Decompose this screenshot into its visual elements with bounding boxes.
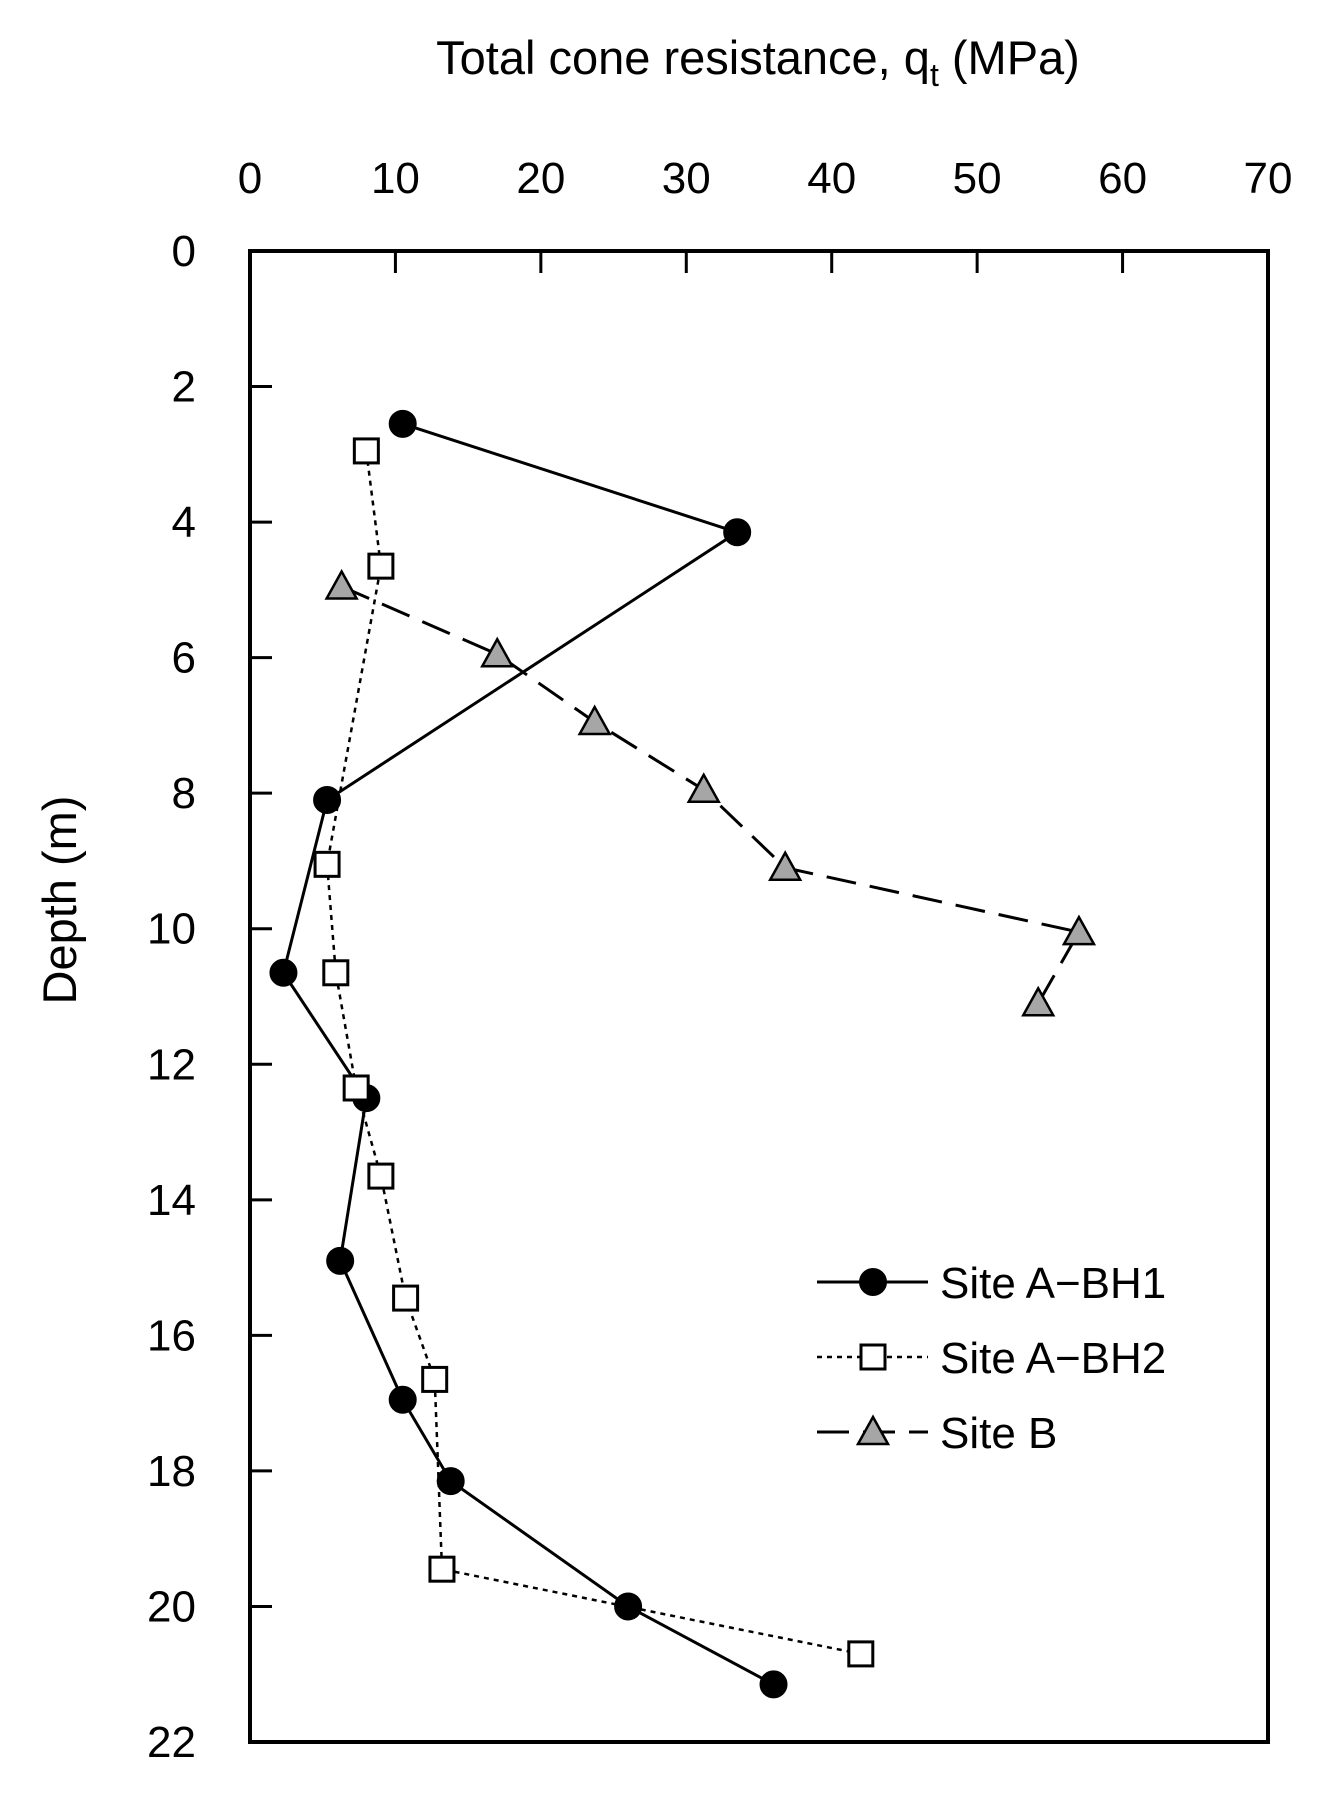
- legend-item-site-a-bh2: Site A−BH2: [817, 1334, 1166, 1383]
- series-site-a-bh2: [313, 437, 875, 1668]
- y-tick-label: 20: [147, 1582, 196, 1631]
- data-point-site-a-bh1: [436, 1467, 465, 1496]
- data-point-site-a-bh1: [388, 409, 417, 438]
- legend-marker: [859, 1343, 887, 1371]
- data-point-site-a-bh1: [326, 1246, 355, 1275]
- series-line-site-a-bh1: [281, 422, 775, 1686]
- data-point-site-a-bh1: [388, 1385, 417, 1414]
- x-axis-ticks: [248, 251, 1270, 273]
- y-axis-tick-labels: 0 2 4 6 8 10 12 14 16 18 20 22: [147, 227, 196, 1767]
- y-tick-label: 10: [147, 905, 196, 954]
- data-point-site-b: [768, 850, 803, 881]
- legend-marker: [855, 1414, 891, 1446]
- y-tick-label: 12: [147, 1040, 196, 1089]
- x-tick-label: 70: [1244, 154, 1293, 203]
- y-tick-label: 0: [172, 227, 196, 276]
- data-point-site-a-bh2: [313, 850, 341, 878]
- data-point-site-b: [1021, 985, 1056, 1017]
- x-axis-title: Total cone resistance, qt (MPa): [436, 31, 1080, 93]
- y-tick-label: 4: [172, 498, 196, 547]
- data-point-site-a-bh1: [614, 1592, 643, 1621]
- y-tick-label: 16: [147, 1311, 196, 1360]
- x-tick-label: 30: [662, 154, 711, 203]
- x-axis-title-subscript: t: [930, 57, 939, 93]
- x-tick-label: 10: [371, 154, 420, 203]
- data-point-site-a-bh2: [342, 1074, 370, 1102]
- x-tick-label: 50: [953, 154, 1002, 203]
- series-site-b: [324, 568, 1097, 1017]
- x-tick-label: 0: [238, 154, 262, 203]
- legend-label: Site A−BH1: [940, 1259, 1166, 1308]
- x-axis-title-unit: (MPa): [939, 31, 1080, 84]
- y-tick-label: 22: [147, 1718, 196, 1767]
- data-point-site-a-bh2: [847, 1640, 875, 1668]
- data-point-site-b: [686, 772, 721, 804]
- data-point-site-b: [1061, 914, 1097, 946]
- x-axis-tick-labels: 0 10 20 30 40 50 60 70: [238, 154, 1293, 203]
- y-tick-label: 18: [147, 1447, 196, 1496]
- data-point-site-a-bh1: [269, 958, 298, 987]
- data-point-site-a-bh2: [352, 437, 380, 465]
- series-layer: [269, 409, 1097, 1699]
- data-point-site-a-bh2: [367, 1162, 395, 1190]
- y-tick-label: 6: [172, 634, 196, 683]
- x-axis-title-main: Total cone resistance, q: [436, 31, 930, 84]
- y-tick-label: 8: [172, 769, 196, 818]
- plot-frame: [248, 249, 1270, 1744]
- x-tick-label: 60: [1098, 154, 1147, 203]
- data-point-site-a-bh1: [759, 1670, 788, 1699]
- legend-marker: [859, 1268, 887, 1296]
- data-point-site-a-bh2: [392, 1284, 420, 1312]
- data-point-site-b: [480, 636, 515, 668]
- y-axis-ticks: [250, 249, 272, 1744]
- series-site-a-bh1: [269, 409, 788, 1699]
- x-tick-label: 20: [516, 154, 565, 203]
- data-point-site-b: [324, 568, 359, 600]
- data-point-site-a-bh2: [322, 959, 350, 987]
- y-axis-title: Depth (m): [33, 796, 86, 1005]
- data-point-site-a-bh2: [428, 1555, 456, 1583]
- data-point-site-b: [577, 704, 612, 736]
- data-point-site-a-bh1: [723, 518, 752, 547]
- legend-item-site-a-bh1: Site A−BH1: [817, 1259, 1166, 1308]
- data-point-site-a-bh2: [367, 552, 395, 580]
- y-tick-label: 2: [172, 363, 196, 412]
- x-tick-label: 40: [807, 154, 856, 203]
- data-point-site-a-bh1: [313, 785, 342, 814]
- data-point-site-a-bh2: [421, 1365, 449, 1393]
- legend-item-site-b: Site B: [817, 1409, 1057, 1458]
- y-tick-label: 14: [147, 1176, 196, 1225]
- series-line-site-a-bh2: [325, 450, 862, 1656]
- legend: Site A−BH1 Site A−BH2 Site B: [817, 1259, 1166, 1458]
- legend-label: Site B: [940, 1409, 1057, 1458]
- legend-label: Site A−BH2: [940, 1334, 1166, 1383]
